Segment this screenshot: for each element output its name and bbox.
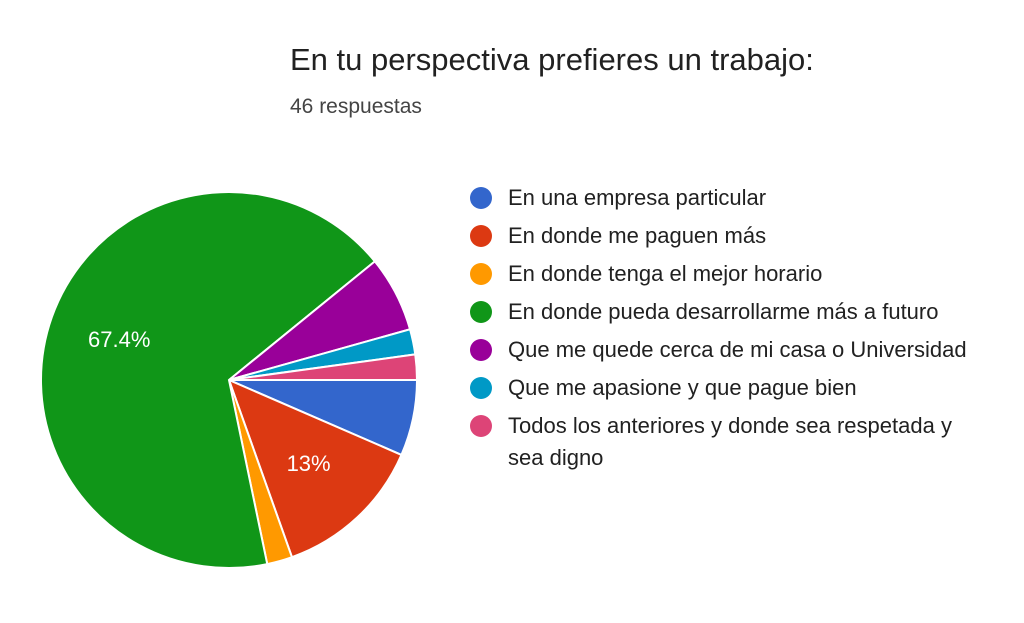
legend-label: Que me apasione y que pague bien xyxy=(508,375,857,400)
legend-label: En donde me paguen más xyxy=(508,223,767,248)
legend-swatch-icon xyxy=(470,339,492,361)
pie-slices xyxy=(40,191,419,569)
legend-swatch-icon xyxy=(470,415,492,437)
response-count: 46 respuestas xyxy=(290,95,422,118)
legend-swatch-icon xyxy=(470,377,492,399)
legend-swatch-icon xyxy=(470,263,492,285)
legend-item-todos-los-anteriores-y-donde-sea-respetada-y-sea-digno[interactable]: Todos los anteriores y donde sea respeta… xyxy=(470,410,990,474)
legend-item-en-donde-me-paguen-mas[interactable]: En donde me paguen más xyxy=(470,220,990,252)
legend-item-en-una-empresa-particular[interactable]: En una empresa particular xyxy=(470,182,990,214)
chart-title: En tu perspectiva prefieres un trabajo: xyxy=(290,42,814,77)
legend-swatch-icon xyxy=(470,225,492,247)
legend-item-en-donde-pueda-desarrollarme-mas-a-futuro[interactable]: En donde pueda desarrollarme más a futur… xyxy=(470,296,990,328)
slice-percent-label: 67.4% xyxy=(88,327,150,352)
pie-slice-en-donde-pueda-desarrollarme-mas-a-futuro[interactable] xyxy=(40,191,377,569)
legend-swatch-icon xyxy=(470,187,492,209)
pie-slice-todos-los-anteriores-y-donde-sea-respetada-y-sea-digno[interactable] xyxy=(228,353,419,381)
pie-labels: 13% 67.4% xyxy=(88,327,331,476)
legend-item-en-donde-tenga-el-mejor-horario[interactable]: En donde tenga el mejor horario xyxy=(470,258,990,290)
pie-slice-en-donde-me-paguen-mas[interactable] xyxy=(227,378,403,559)
legend-item-que-me-quede-cerca-de-mi-casa-o-universidad[interactable]: Que me quede cerca de mi casa o Universi… xyxy=(470,334,990,366)
legend-label: En donde pueda desarrollarme más a futur… xyxy=(508,299,939,324)
legend-label: Todos los anteriores y donde sea respeta… xyxy=(508,413,952,470)
legend-item-que-me-apasione-y-que-pague-bien[interactable]: Que me apasione y que pague bien xyxy=(470,372,990,404)
legend-label: Que me quede cerca de mi casa o Universi… xyxy=(508,337,967,362)
legend-swatch-icon xyxy=(470,301,492,323)
legend-label: En una empresa particular xyxy=(508,185,767,210)
legend-label: En donde tenga el mejor horario xyxy=(508,261,823,286)
legend: En una empresa particular En donde me pag… xyxy=(470,182,990,480)
slice-percent-label: 13% xyxy=(287,451,331,476)
